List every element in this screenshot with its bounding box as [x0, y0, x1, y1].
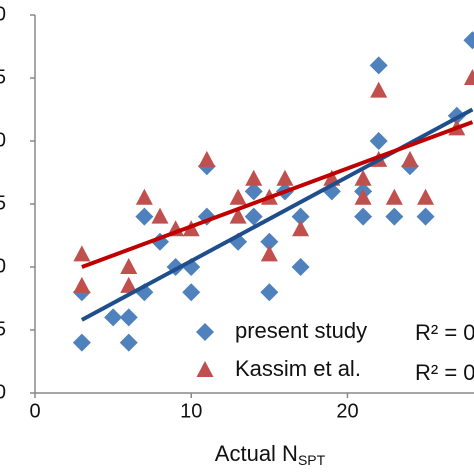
y-tick-label: 25 [0, 66, 6, 88]
data-point [182, 283, 201, 302]
data-point [104, 308, 123, 327]
data-point [72, 333, 91, 352]
data-point [120, 258, 138, 274]
x-axis-label: Actual NSPT [215, 441, 326, 468]
x-tick-label: 10 [180, 400, 202, 422]
legend-r2: R² = 0 [415, 360, 474, 385]
y-tick-label: 5 [0, 318, 6, 340]
data-point [244, 182, 263, 201]
data-point [260, 245, 278, 262]
y-tick-label: 20 [0, 129, 6, 151]
data-point [119, 333, 138, 352]
data-point [229, 207, 247, 224]
data-point [417, 188, 435, 205]
data-point [354, 188, 372, 205]
data-point [135, 207, 154, 226]
data-point [119, 308, 138, 327]
data-point [73, 276, 91, 293]
legend-marker [196, 361, 214, 377]
data-point [229, 188, 247, 205]
data-point [245, 169, 263, 186]
legend-label: present study [235, 318, 367, 343]
data-point [385, 188, 403, 205]
y-tick-label: 15 [0, 192, 6, 214]
x-label-sub: SPT [298, 452, 326, 468]
data-point [292, 220, 310, 237]
data-point [369, 132, 388, 150]
data-point [401, 150, 419, 167]
data-point [198, 150, 216, 167]
data-point [120, 276, 138, 293]
data-point [416, 207, 435, 226]
legend-r2: R² = 0 [415, 320, 474, 345]
data-point [354, 207, 373, 226]
data-point [260, 232, 279, 251]
y-tick-label: 0 [0, 381, 6, 403]
x-tick-label: 0 [29, 400, 40, 422]
data-point [291, 207, 310, 226]
data-point [73, 245, 91, 262]
legend-label: Kassim et al. [235, 356, 361, 381]
data-point [354, 169, 372, 186]
data-point [463, 69, 474, 85]
data-point [369, 56, 388, 75]
data-point [463, 31, 474, 50]
data-point [151, 207, 169, 224]
data-point [385, 207, 404, 226]
data-point [135, 188, 153, 205]
trendline [81, 120, 474, 269]
data-point [370, 81, 388, 98]
y-tick-label: 30 [0, 3, 6, 25]
legend-marker [196, 323, 214, 341]
data-point [276, 169, 294, 186]
y-tick-label: 10 [0, 255, 6, 277]
x-label-main: Actual N [215, 441, 298, 466]
data-point [291, 258, 310, 276]
data-point [260, 283, 279, 302]
x-tick-label: 20 [336, 400, 358, 422]
data-point [244, 207, 263, 226]
